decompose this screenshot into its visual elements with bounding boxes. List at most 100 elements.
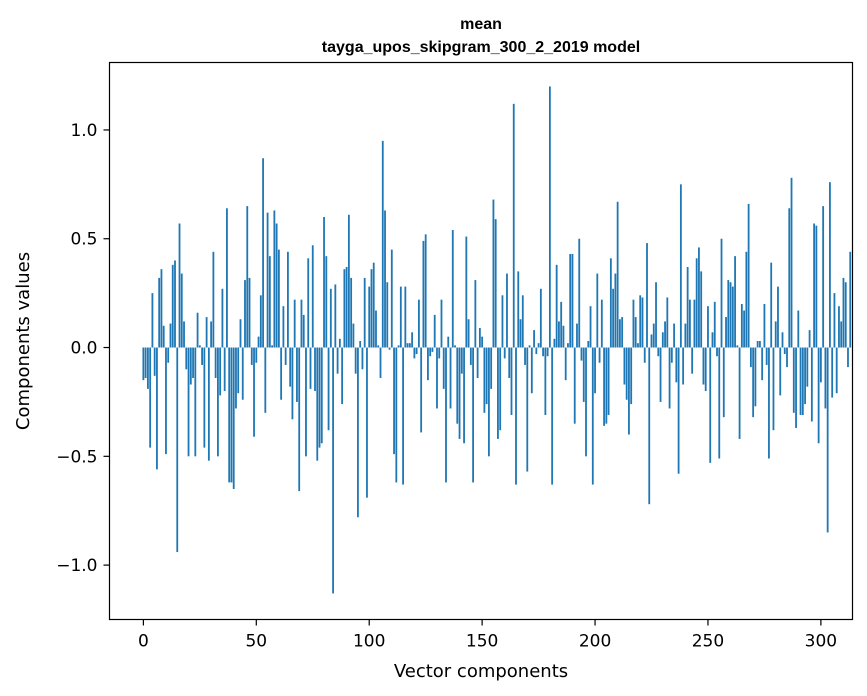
bar [770, 262, 773, 348]
bar [661, 332, 664, 348]
bar [483, 347, 486, 413]
y-tick-label: 0.5 [70, 230, 97, 250]
bar [384, 210, 386, 348]
bar [469, 347, 472, 365]
bar [187, 347, 190, 457]
bar [621, 317, 624, 348]
bar [573, 347, 576, 424]
bar [158, 277, 161, 348]
bar [506, 273, 508, 348]
y-axis-label: Components values [13, 252, 34, 430]
y-axis-ticks: −1.0 −0.5 0.0 0.5 1.0 [56, 121, 110, 576]
bar [207, 347, 210, 461]
bar [171, 264, 174, 348]
bar [763, 304, 766, 348]
bar [246, 206, 249, 348]
bar [535, 347, 538, 355]
bar [673, 323, 675, 348]
bar [817, 347, 820, 444]
x-axis-label: Vector components [394, 661, 568, 682]
bar [594, 347, 596, 394]
bar [643, 347, 646, 363]
bar [162, 325, 165, 348]
bar [309, 347, 312, 389]
bar [761, 347, 764, 381]
bar [580, 347, 583, 361]
bar [372, 262, 375, 348]
bar [725, 317, 727, 348]
bar [174, 260, 176, 348]
bar [788, 208, 791, 348]
bar [354, 347, 357, 374]
bar [625, 347, 628, 400]
bar [783, 347, 786, 355]
bar [616, 201, 619, 348]
bar [786, 347, 788, 368]
bar [474, 280, 477, 348]
bar [659, 347, 662, 402]
bar [618, 319, 621, 348]
bar [641, 297, 644, 348]
x-tick-label: 300 [805, 632, 837, 652]
bar [478, 327, 481, 348]
bar [614, 273, 617, 348]
bar [679, 184, 682, 348]
bar [277, 249, 280, 348]
bar [488, 347, 490, 457]
bar [578, 238, 581, 348]
bar [433, 314, 436, 348]
bar [237, 347, 240, 394]
bar [655, 282, 657, 348]
bar [268, 256, 271, 348]
bar [623, 347, 626, 385]
bar [824, 347, 827, 409]
y-tick-label: −1.0 [56, 556, 97, 576]
bar [558, 321, 560, 348]
bar [801, 347, 804, 415]
bar [427, 347, 429, 381]
bar [630, 347, 633, 405]
bar [212, 251, 215, 348]
bar [203, 347, 206, 448]
bar [153, 347, 156, 376]
bar [320, 347, 323, 444]
bar [648, 347, 651, 505]
x-axis-ticks: 0 50 100 150 200 250 300 [138, 619, 837, 652]
bar [289, 347, 292, 387]
bar [698, 247, 700, 348]
bar [458, 347, 461, 439]
bar [210, 321, 213, 348]
bar [544, 347, 547, 415]
bar [684, 323, 687, 348]
bar [772, 347, 775, 431]
bar [350, 277, 353, 348]
bar [569, 253, 572, 348]
bar [634, 317, 637, 348]
bars-group [142, 86, 852, 594]
bar [420, 347, 423, 433]
bar [727, 280, 730, 348]
bar [239, 319, 242, 348]
bar [329, 288, 332, 348]
bar [293, 299, 296, 348]
bar [316, 347, 319, 461]
bar [395, 347, 398, 483]
bar [492, 199, 495, 348]
bar [774, 321, 777, 348]
bar [740, 304, 743, 348]
y-tick-label: −0.5 [56, 447, 97, 467]
bar [652, 323, 655, 348]
bar [280, 347, 283, 400]
bar [844, 282, 847, 348]
x-tick-label: 200 [579, 632, 611, 652]
bar [273, 210, 276, 348]
bar [386, 282, 389, 348]
bar [490, 347, 493, 389]
bar [271, 345, 274, 348]
bar [704, 347, 707, 392]
bar [835, 347, 838, 394]
bar [244, 280, 246, 348]
bar [598, 347, 601, 363]
bar [555, 264, 558, 348]
bar [192, 347, 194, 378]
